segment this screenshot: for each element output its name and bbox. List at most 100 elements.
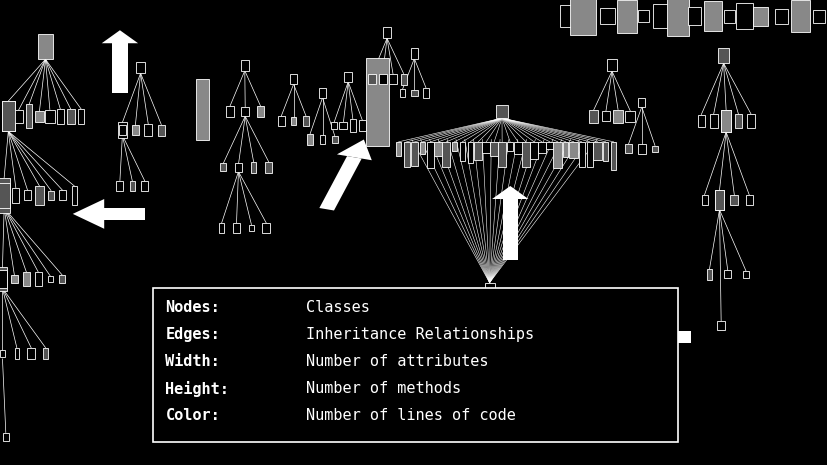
Bar bbox=[475, 142, 482, 160]
Bar bbox=[404, 142, 409, 167]
Bar bbox=[688, 7, 701, 25]
Bar bbox=[638, 98, 646, 107]
Bar bbox=[196, 79, 209, 140]
Polygon shape bbox=[337, 140, 372, 160]
Bar bbox=[701, 195, 708, 205]
Bar bbox=[747, 114, 755, 128]
Bar bbox=[753, 7, 768, 26]
Bar bbox=[379, 73, 386, 85]
Polygon shape bbox=[650, 331, 691, 343]
Bar bbox=[653, 4, 670, 28]
Bar bbox=[546, 142, 554, 149]
Bar bbox=[442, 142, 451, 167]
Bar bbox=[743, 271, 748, 278]
Bar bbox=[570, 0, 596, 35]
Bar bbox=[490, 327, 496, 333]
Bar bbox=[720, 110, 731, 132]
Bar bbox=[0, 350, 5, 357]
Polygon shape bbox=[104, 208, 145, 220]
Bar bbox=[652, 146, 658, 152]
Bar bbox=[366, 58, 389, 146]
Text: Nodes:: Nodes: bbox=[165, 300, 220, 315]
Bar bbox=[136, 62, 146, 73]
Bar bbox=[235, 163, 241, 172]
Bar bbox=[251, 162, 256, 173]
Bar bbox=[144, 125, 152, 136]
Bar bbox=[22, 272, 30, 286]
Bar bbox=[813, 10, 825, 23]
Bar bbox=[776, 9, 787, 24]
Bar bbox=[514, 327, 519, 333]
Bar bbox=[514, 142, 523, 154]
Bar bbox=[117, 180, 123, 192]
Bar bbox=[389, 74, 398, 84]
Bar bbox=[638, 11, 648, 22]
Bar bbox=[560, 5, 573, 27]
Bar bbox=[35, 272, 41, 286]
Bar bbox=[710, 114, 718, 128]
Bar bbox=[614, 110, 623, 123]
Bar bbox=[232, 223, 241, 232]
Text: Color:: Color: bbox=[165, 408, 220, 423]
Bar bbox=[735, 114, 742, 127]
Bar bbox=[319, 135, 326, 144]
Bar bbox=[221, 163, 226, 172]
Bar bbox=[717, 321, 724, 330]
Bar bbox=[607, 59, 616, 71]
Bar bbox=[530, 142, 538, 159]
Bar bbox=[359, 120, 366, 131]
Bar bbox=[331, 122, 337, 129]
Bar bbox=[307, 134, 313, 145]
Bar bbox=[452, 142, 457, 151]
Polygon shape bbox=[619, 322, 650, 352]
Bar bbox=[601, 111, 610, 121]
Bar bbox=[226, 106, 234, 117]
Bar bbox=[48, 191, 54, 200]
Bar bbox=[0, 182, 10, 208]
Polygon shape bbox=[112, 43, 127, 93]
Bar bbox=[278, 116, 284, 126]
Bar bbox=[579, 142, 585, 166]
Polygon shape bbox=[319, 156, 361, 211]
Bar bbox=[35, 186, 44, 205]
Bar bbox=[38, 33, 53, 59]
Bar bbox=[487, 371, 492, 378]
Text: Inheritance Relationships: Inheritance Relationships bbox=[306, 327, 534, 342]
Bar bbox=[589, 110, 599, 123]
Bar bbox=[667, 0, 689, 36]
Bar bbox=[303, 116, 309, 126]
Bar bbox=[219, 223, 224, 232]
Bar bbox=[241, 60, 249, 71]
Text: Number of attributes: Number of attributes bbox=[306, 354, 489, 369]
Bar bbox=[538, 142, 546, 153]
Bar bbox=[724, 10, 734, 23]
Bar bbox=[48, 276, 53, 282]
Bar bbox=[262, 223, 270, 232]
Bar bbox=[236, 164, 241, 171]
Bar bbox=[318, 88, 326, 98]
Bar bbox=[611, 142, 616, 170]
Bar bbox=[368, 74, 376, 84]
Text: Number of methods: Number of methods bbox=[306, 381, 461, 396]
Bar bbox=[78, 109, 84, 124]
Bar bbox=[490, 142, 498, 156]
Bar bbox=[586, 142, 593, 166]
Bar bbox=[479, 327, 485, 333]
Bar bbox=[466, 327, 473, 333]
Bar bbox=[2, 433, 8, 441]
Bar bbox=[350, 119, 356, 132]
Bar bbox=[131, 126, 139, 135]
Bar bbox=[730, 195, 739, 205]
Bar bbox=[624, 144, 633, 153]
Bar bbox=[12, 188, 19, 203]
Bar bbox=[507, 142, 514, 151]
Bar bbox=[265, 162, 272, 173]
Bar bbox=[242, 108, 248, 115]
Bar bbox=[60, 275, 65, 283]
Bar bbox=[593, 142, 602, 160]
Text: Edges:: Edges: bbox=[165, 327, 220, 342]
Bar bbox=[141, 181, 148, 191]
Text: Width:: Width: bbox=[165, 354, 220, 369]
Bar bbox=[499, 142, 506, 166]
Polygon shape bbox=[102, 30, 138, 43]
